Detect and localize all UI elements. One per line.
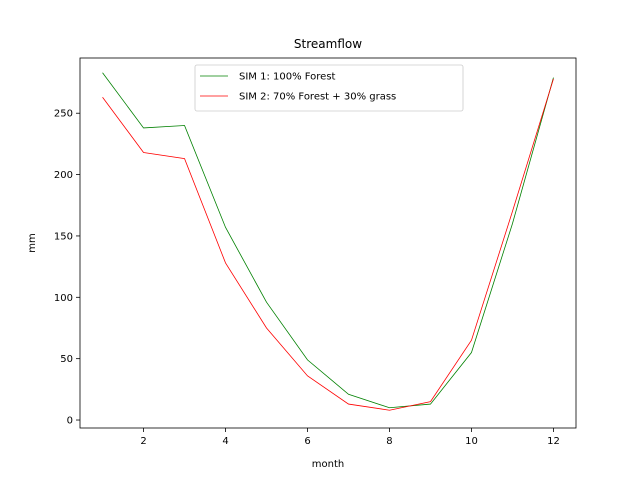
legend: SIM 1: 100% Forest SIM 2: 70% Forest + 30…: [194, 64, 464, 112]
x-tick-label: 4: [222, 436, 228, 447]
y-tick-label: 250: [54, 109, 73, 120]
plot-area: 2 4 6 8 10 12 0 50 100 150 200 250: [54, 57, 577, 447]
series-line-2: [102, 78, 554, 411]
y-tick-label: 100: [54, 293, 73, 304]
x-tick-label: 6: [304, 436, 310, 447]
y-tick-label: 200: [54, 170, 73, 181]
series-line-1: [102, 72, 554, 409]
y-axis-label: mm: [27, 233, 38, 252]
x-tick-label: 8: [386, 436, 392, 447]
y-tick-label: 150: [54, 231, 73, 242]
legend-label-2: SIM 2: 70% Forest + 30% grass: [239, 92, 396, 103]
y-tick-label: 0: [67, 416, 73, 427]
x-axis-label: month: [312, 459, 344, 470]
legend-label-1: SIM 1: 100% Forest: [239, 72, 336, 83]
x-tick-label: 2: [140, 436, 146, 447]
plot-frame: [79, 57, 577, 429]
legend-box: [194, 64, 464, 112]
x-tick-label: 12: [547, 436, 560, 447]
x-tick-label: 10: [465, 436, 478, 447]
chart-title: Streamflow: [294, 37, 362, 51]
y-tick-label: 50: [60, 354, 73, 365]
